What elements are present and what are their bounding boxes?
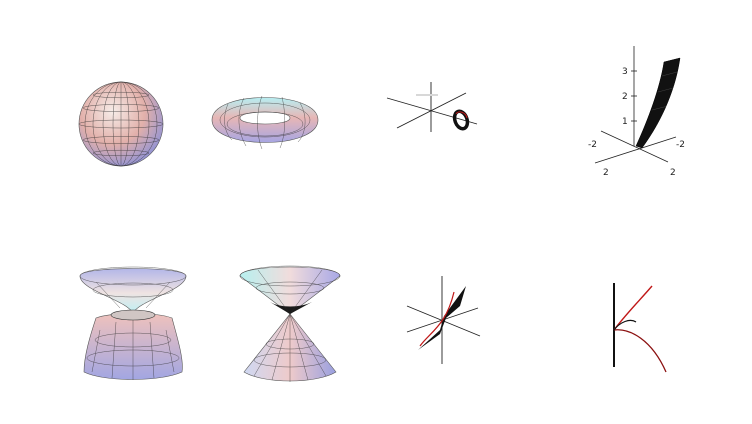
torus-mesh — [219, 95, 311, 150]
z-tick-3: 3 — [622, 67, 628, 77]
cone-mesh — [239, 265, 341, 382]
sphere-plot — [78, 81, 164, 167]
cone-dark-inner — [270, 302, 312, 314]
band-curve — [419, 291, 455, 347]
x-tick-pos: 2 — [603, 168, 609, 178]
twisted-band-plot — [406, 276, 481, 364]
curve-upper — [613, 285, 653, 331]
axes-3d — [386, 82, 478, 132]
ring-highlight — [455, 111, 468, 119]
x-tick-neg: -2 — [588, 140, 597, 150]
y-tick-neg: -2 — [676, 140, 685, 150]
curve-lower — [613, 329, 667, 373]
hyperboloid-top — [79, 268, 187, 314]
torus-plot — [211, 95, 319, 150]
hyperboloid-waist — [110, 309, 156, 321]
torus-surface — [211, 97, 319, 143]
planar-curve-plot — [613, 283, 667, 373]
space-curve-ring-plot — [386, 82, 478, 132]
axes-3d-ticked — [594, 46, 677, 164]
y-tick-pos: 2 — [670, 168, 676, 178]
surface-3d-axes-plot: 3 2 1 -2 2 -2 2 — [588, 46, 685, 178]
z-tick-1: 1 — [622, 117, 628, 127]
sphere-mesh — [78, 81, 164, 167]
z-tick-2: 2 — [622, 92, 628, 102]
ring-curve — [452, 109, 470, 131]
dark-surface-mesh — [651, 71, 678, 111]
hyperboloid-mesh — [79, 266, 187, 380]
curve-cusp — [613, 319, 637, 331]
double-cone-plot — [239, 265, 341, 382]
hyperboloid-plot — [79, 266, 187, 380]
dark-surface — [635, 57, 681, 149]
